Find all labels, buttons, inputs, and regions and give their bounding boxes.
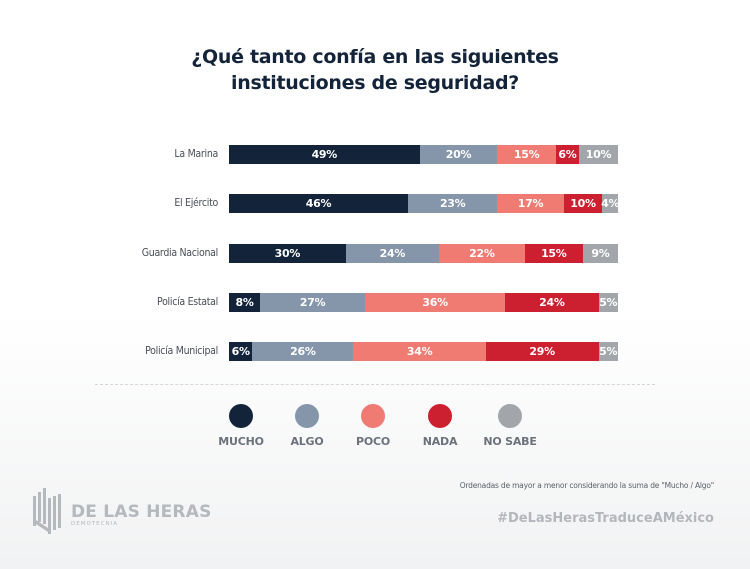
bar-segment-algo: 23% [407,194,498,213]
bar-segment-algo: 24% [345,244,440,263]
data-label: 5% [599,345,618,358]
legend-item-mucho: MUCHO [201,404,281,448]
category-label: Policía Municipal [145,345,218,357]
data-label: 24% [539,296,565,309]
data-label: 5% [599,296,618,309]
bar-segment-poco: 17% [497,194,564,213]
bar-row: 30% 24% 22% 15% 9% [229,244,618,263]
legend-item-algo: ALGO [267,404,347,448]
category-label: La Marina [174,148,218,160]
data-label: 30% [274,247,301,260]
bar-segment-nada: 6% [555,145,580,164]
chart-title: ¿Qué tanto confía en las siguientes inst… [0,44,750,96]
data-label: 36% [422,296,448,309]
data-label: 8% [235,296,254,309]
category-label: Policía Estatal [157,296,218,308]
bar-segment-nada: 10% [563,194,603,213]
data-label: 49% [311,148,338,161]
bar-segment-nada: 24% [505,293,599,312]
logo-name: DE LAS HERAS [71,502,212,522]
data-label: 15% [513,148,540,161]
bar-segment-algo: 27% [260,293,366,312]
bar-segment-poco: 22% [439,244,525,263]
data-label: 20% [445,148,472,161]
logo: DE LAS HERAS DEMOTECNIA [33,488,212,534]
data-label: 46% [305,197,332,210]
legend-swatch [295,404,319,428]
legend-swatch [361,404,385,428]
data-label: 23% [439,197,466,210]
bar-segment-mucho: 46% [229,194,408,213]
bar-segment-poco: 34% [353,342,486,361]
data-label: 10% [570,197,596,210]
bar-row: 6% 26% 34% 29% 5% [229,342,618,361]
data-label: 9% [591,247,610,260]
legend-item-nada: NADA [400,404,480,448]
data-label: 24% [379,247,406,260]
data-label: 4% [601,197,620,210]
title-line-2: instituciones de seguridad? [231,72,519,94]
bar-segment-mucho: 6% [229,342,253,361]
legend-swatch [229,404,253,428]
bar-row: 8% 27% 36% 24% 5% [229,293,618,312]
bar-segment-no-sabe: 5% [598,342,618,361]
bar-row: 46% 23% 17% 10% 4% [229,194,620,213]
logo-subtitle: DEMOTECNIA [71,521,118,527]
title-line-1: ¿Qué tanto confía en las siguientes [191,46,559,68]
bar-segment-algo: 20% [419,145,498,164]
bar-segment-no-sabe: 5% [598,293,618,312]
legend-label: NADA [422,435,458,448]
bar-segment-nada: 29% [485,342,599,361]
bar-segment-poco: 15% [497,145,556,164]
bar-segment-mucho: 8% [229,293,261,312]
bar-segment-no-sabe: 9% [582,244,618,263]
data-label: 17% [517,197,544,210]
legend-label: POCO [355,435,391,448]
bar-segment-nada: 15% [524,244,583,263]
bar-segment-algo: 26% [252,342,354,361]
legend-label: NO SABE [483,435,537,448]
dashed-divider [95,384,655,385]
data-label: 29% [529,345,555,358]
legend-item-poco: POCO [333,404,413,448]
data-label: 6% [231,345,250,358]
bar-row: 49% 20% 15% 6% 10% [229,145,618,164]
legend-label: ALGO [290,435,324,448]
data-label: 34% [406,345,433,358]
sort-note: Ordenadas de mayor a menor considerando … [459,481,715,490]
legend-swatch [428,404,452,428]
hashtag: #DeLasHerasTraduceAMéxico [497,511,714,526]
legend-swatch [498,404,522,428]
category-label: El Ejército [174,197,218,209]
data-label: 26% [290,345,316,358]
data-label: 15% [541,247,567,260]
data-label: 6% [558,148,577,161]
category-label: Guardia Nacional [141,247,219,259]
legend-label: MUCHO [218,435,264,448]
data-label: 27% [299,296,326,309]
bar-segment-mucho: 49% [229,145,420,164]
logo-mark-icon [33,488,61,534]
bar-segment-mucho: 30% [229,244,346,263]
legend-item-no-sabe: NO SABE [470,404,550,448]
data-label: 22% [469,247,495,260]
bar-segment-poco: 36% [365,293,506,312]
data-label: 10% [585,148,612,161]
bar-segment-no-sabe: 4% [601,194,620,213]
bar-segment-no-sabe: 10% [579,145,618,164]
